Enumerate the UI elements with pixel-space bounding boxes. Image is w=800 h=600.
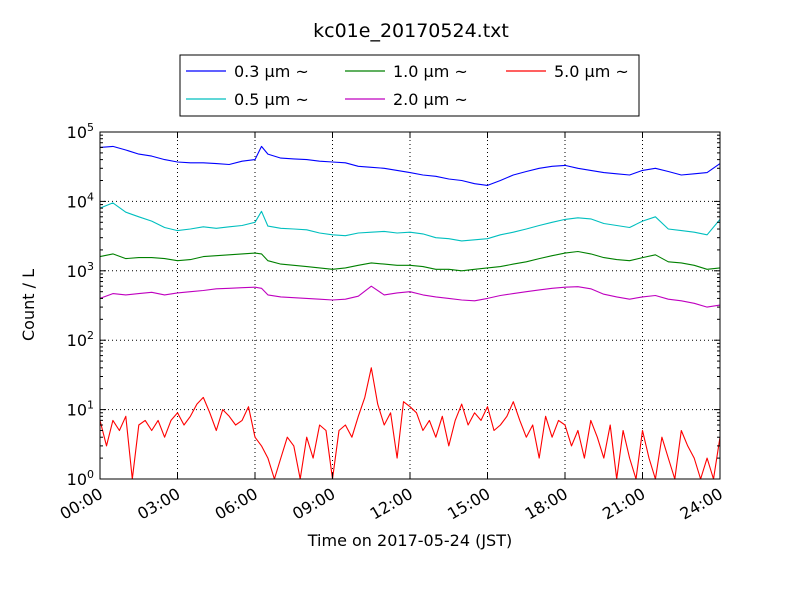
x-axis-label: Time on 2017-05-24 (JST) bbox=[307, 531, 512, 550]
y-tick-label-0: 100 bbox=[67, 468, 94, 489]
legend-label-0: 0.3 µm ~ bbox=[234, 62, 309, 81]
x-tick-label-2: 06:00 bbox=[212, 484, 261, 524]
series-layer bbox=[99, 145, 721, 480]
x-tick-label-1: 03:00 bbox=[134, 484, 183, 524]
legend-frame bbox=[179, 54, 640, 117]
series-line-0 bbox=[99, 145, 721, 186]
y-tick-label-3: 103 bbox=[67, 260, 94, 281]
y-tick-labels: 100 101 102 103 104 105 bbox=[67, 121, 94, 489]
x-tick-label-0: 00:00 bbox=[57, 484, 106, 524]
series-line-2 bbox=[99, 250, 721, 272]
y-tick-label-4: 104 bbox=[67, 190, 94, 211]
chart-title: kc01e_20170524.txt bbox=[313, 20, 509, 42]
y-axis-label: Count / L bbox=[19, 269, 38, 341]
legend: 0.3 µm ~ 0.5 µm ~ 1.0 µm ~ 2.0 µm ~ 5.0 µm ~ bbox=[179, 54, 640, 117]
grid bbox=[100, 132, 720, 479]
x-tick-label-7: 21:00 bbox=[599, 484, 648, 524]
series-line-3 bbox=[99, 285, 721, 308]
plot-area bbox=[100, 132, 720, 479]
x-tick-label-8: 24:00 bbox=[677, 484, 726, 524]
legend-label-2: 1.0 µm ~ bbox=[393, 62, 468, 81]
x-tick-label-6: 18:00 bbox=[522, 484, 571, 524]
y-tick-label-5: 105 bbox=[67, 121, 94, 142]
x-tick-label-3: 09:00 bbox=[289, 484, 338, 524]
legend-label-1: 0.5 µm ~ bbox=[234, 90, 309, 109]
x-tick-label-5: 15:00 bbox=[444, 484, 493, 524]
legend-label-4: 5.0 µm ~ bbox=[554, 62, 629, 81]
y-tick-label-1: 101 bbox=[67, 399, 94, 420]
series-line-1 bbox=[99, 202, 721, 242]
x-tick-labels: 00:00 03:00 06:00 09:00 12:00 15:00 18:00 21:00… bbox=[57, 484, 726, 524]
x-tick-label-4: 12:00 bbox=[367, 484, 416, 524]
y-tick-label-2: 102 bbox=[67, 329, 94, 350]
plot-frame bbox=[99, 131, 721, 480]
legend-label-3: 2.0 µm ~ bbox=[393, 90, 468, 109]
